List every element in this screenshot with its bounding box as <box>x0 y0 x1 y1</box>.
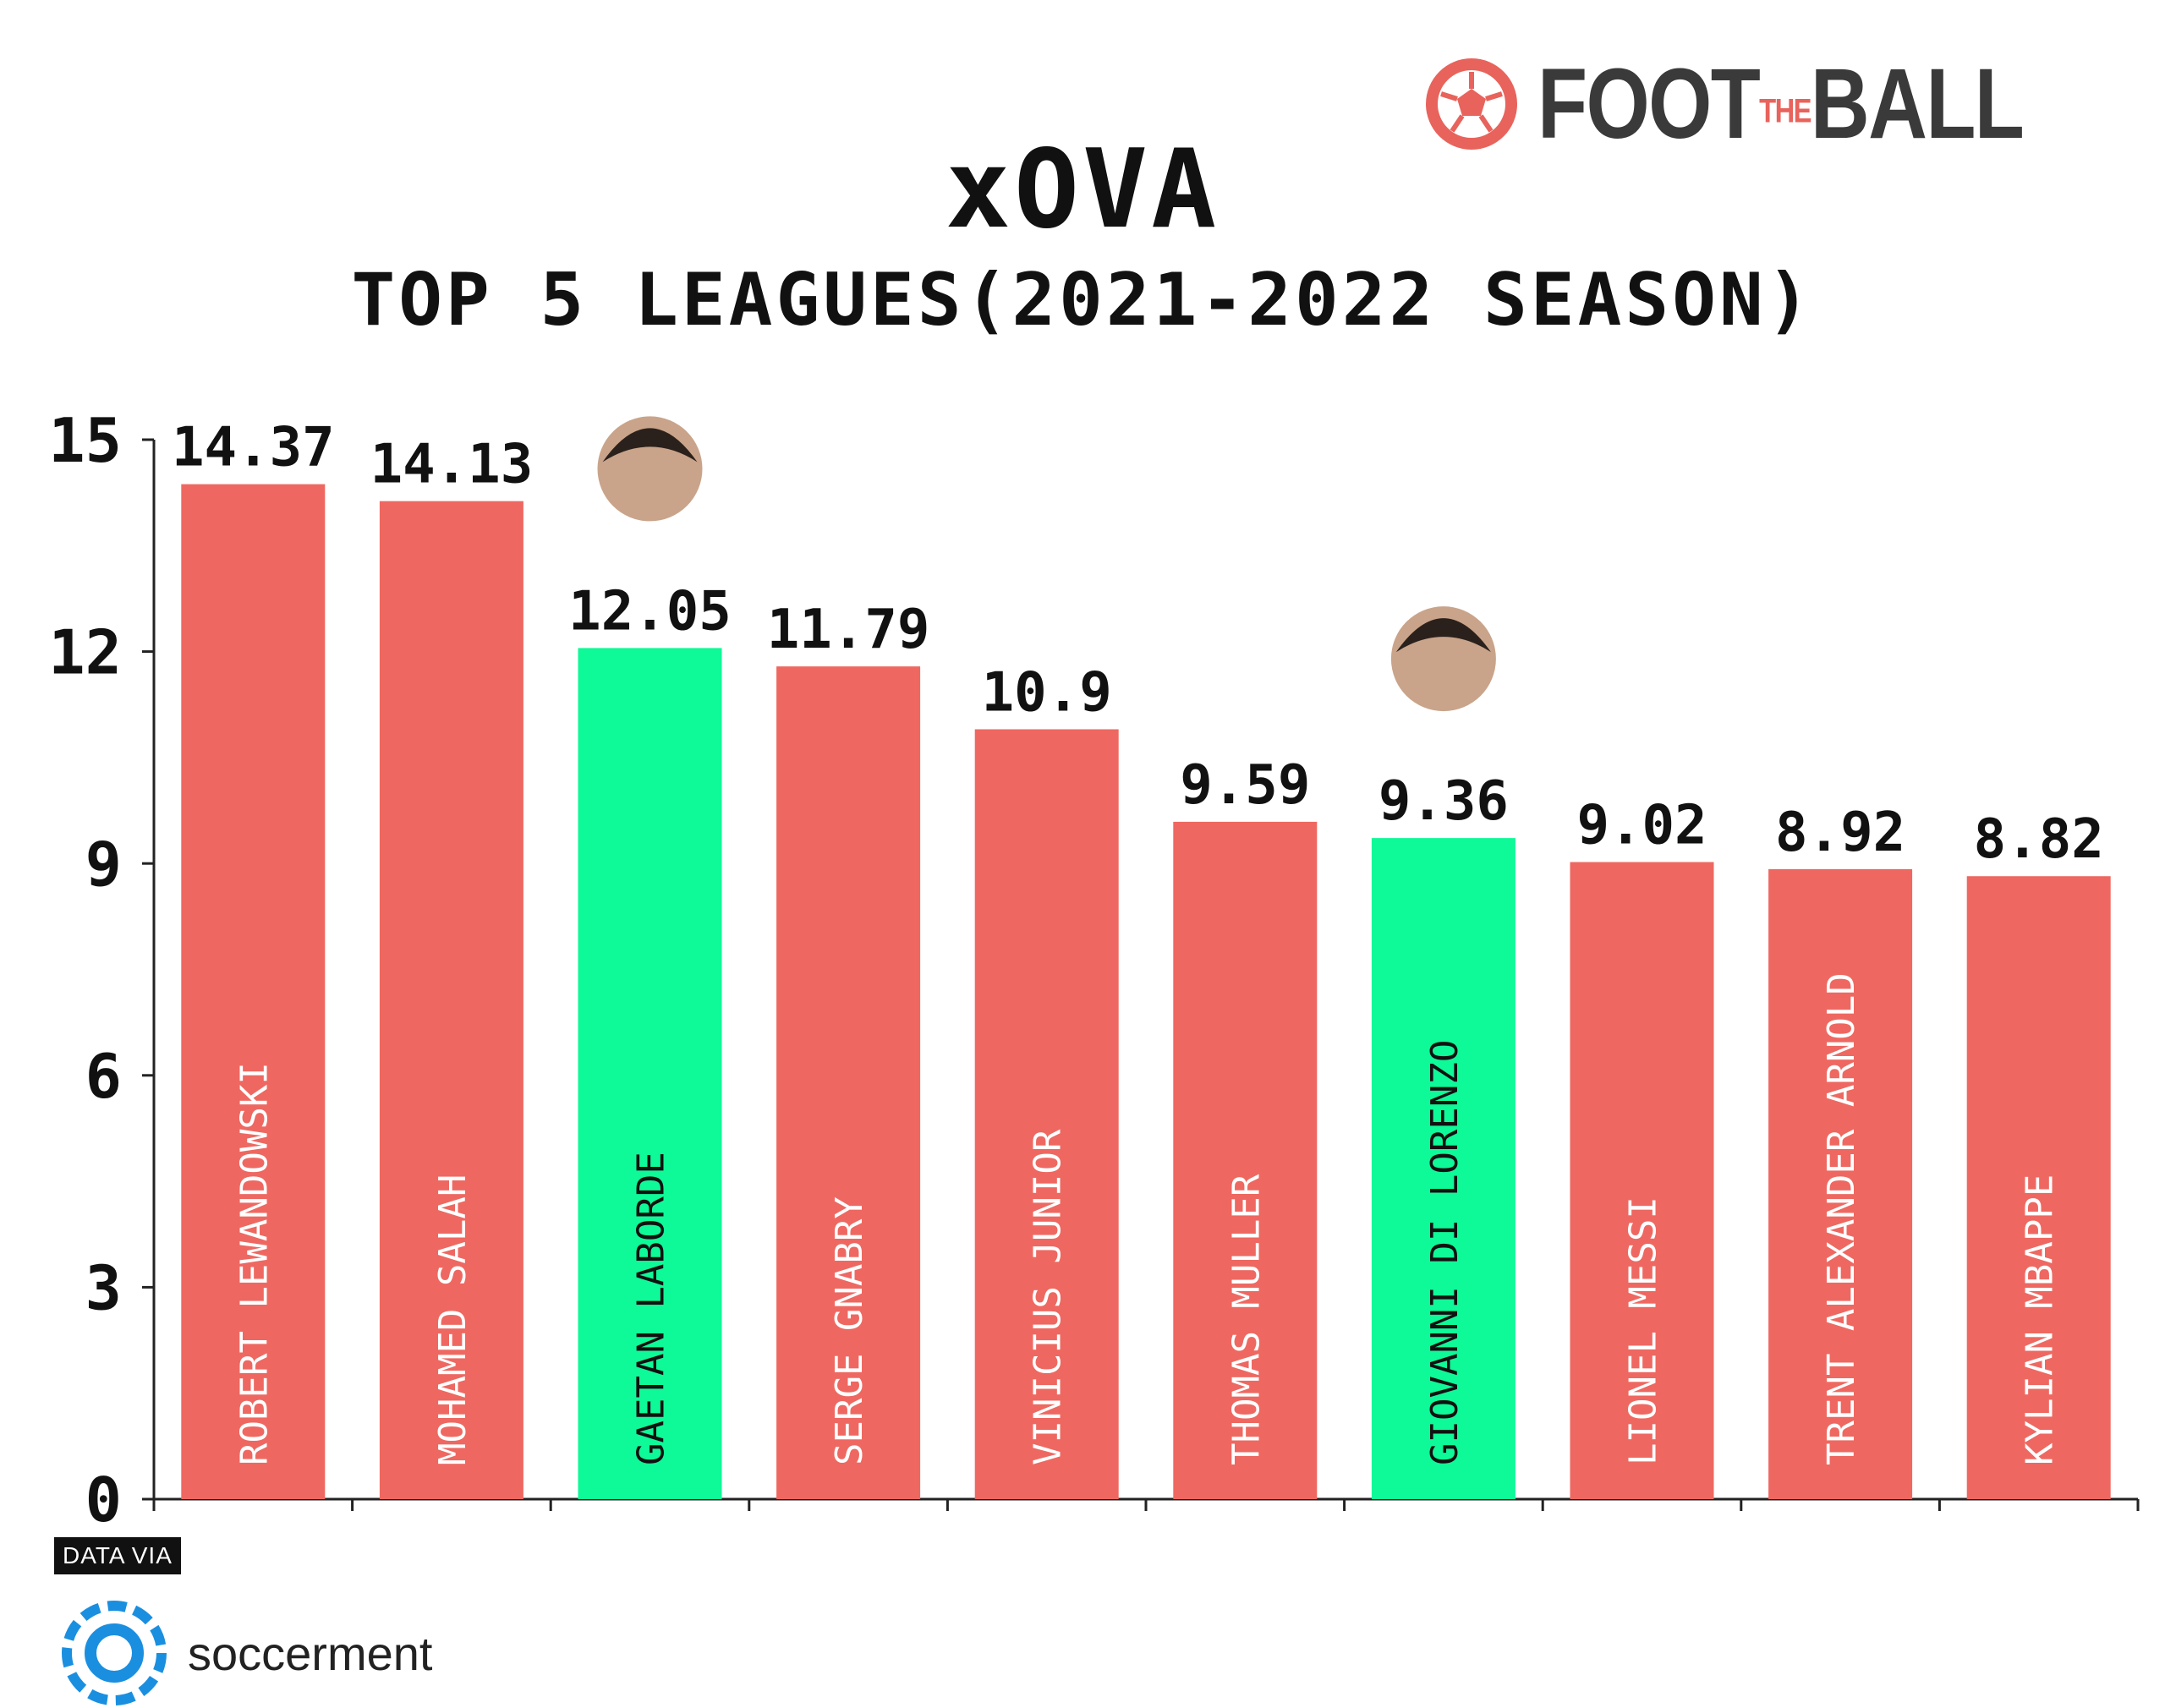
y-tick-label: 0 <box>85 1464 122 1536</box>
bar-category-label: ROBERT LEWANDOWSKI <box>233 1062 276 1465</box>
soccerment-logo-icon <box>62 1601 167 1705</box>
bar <box>776 666 921 1499</box>
bar-value-label: 12.05 <box>568 580 732 643</box>
bar-value-label: 8.92 <box>1775 802 1905 864</box>
bar <box>578 648 722 1499</box>
bar-value-label: 8.82 <box>1974 808 2104 871</box>
bar <box>974 729 1119 1499</box>
source-name: soccerment <box>188 1626 433 1680</box>
bar-category-label: GAETAN LABORDE <box>630 1152 673 1465</box>
bar <box>181 484 326 1499</box>
bar <box>1570 862 1714 1499</box>
chart-subtitle: TOP 5 LEAGUES(2021-2022 SEASON) <box>351 258 1814 342</box>
bar <box>1371 838 1516 1499</box>
player-photo-hair <box>602 428 698 463</box>
bar-category-label: LIONEL MESSI <box>1622 1196 1665 1465</box>
y-tick-label: 9 <box>85 829 122 900</box>
bar-category-label: SERGE GNABRY <box>828 1196 871 1465</box>
data-source: soccerment <box>59 1598 432 1708</box>
bar-category-label: MOHAMED SALAH <box>431 1174 474 1465</box>
bar-value-label: 9.02 <box>1576 795 1707 857</box>
brand-logo: FOOTTHEBALL <box>1421 48 2129 160</box>
bar-category-label: GIOVANNI DI LORENZO <box>1423 1040 1466 1465</box>
bar-category-label: VINICIUS JUNIOR <box>1027 1129 1070 1465</box>
football-icon <box>1425 58 1517 150</box>
brand-name: FOOTTHEBALL <box>1537 48 2025 160</box>
bar <box>1768 868 1913 1499</box>
bar <box>1173 821 1318 1499</box>
bar-category-label: TRENT ALEXANDER ARNOLD <box>1820 972 1863 1465</box>
data-via-label: DATA VIA <box>54 1537 181 1574</box>
y-tick-label: 15 <box>48 405 122 476</box>
bar-value-label: 9.36 <box>1378 770 1509 833</box>
bar-category-label: KYLIAN MBAPPE <box>2019 1174 2062 1465</box>
bar-value-label: 10.9 <box>982 661 1112 724</box>
bar-value-label: 14.13 <box>370 434 534 496</box>
bar-value-label: 14.37 <box>172 417 335 479</box>
y-tick-label: 6 <box>85 1041 122 1112</box>
bar-category-label: THOMAS MULLER <box>1225 1174 1268 1465</box>
bar <box>379 501 523 1499</box>
bar-value-label: 9.59 <box>1180 754 1310 817</box>
bar <box>1966 876 2111 1499</box>
y-tick-label: 3 <box>85 1252 122 1323</box>
bar-value-label: 11.79 <box>767 599 930 661</box>
y-tick-label: 12 <box>48 617 122 688</box>
chart-title: xOVA <box>945 127 1220 253</box>
player-photo-hair <box>1395 618 1491 653</box>
